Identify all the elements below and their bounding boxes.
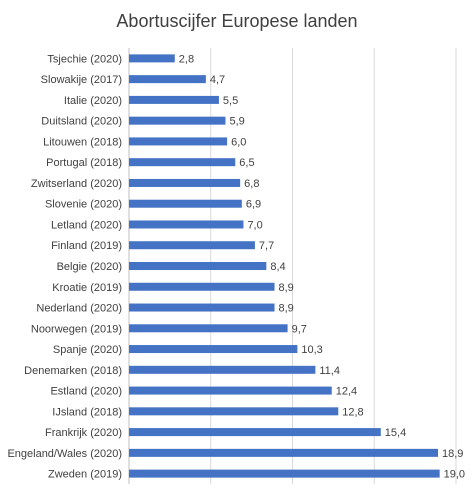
category-label: Finland (2019): [51, 240, 122, 252]
value-label: 12,4: [336, 386, 357, 398]
bar: [129, 158, 236, 167]
category-label: Portugal (2018): [46, 157, 122, 169]
bar: [129, 345, 298, 354]
value-label: 6,8: [244, 178, 259, 190]
bar: [129, 137, 228, 146]
category-label: Noorwegen (2019): [31, 323, 122, 335]
bars: [129, 54, 440, 478]
value-label: 9,7: [292, 323, 307, 335]
value-label: 11,4: [319, 365, 340, 377]
category-label: Zwitserland (2020): [31, 178, 122, 190]
chart-title: Abortuscijfer Europese landen: [116, 11, 357, 31]
category-label: Frankrijk (2020): [45, 427, 122, 439]
value-label: 8,9: [279, 282, 294, 294]
value-label: 6,9: [246, 199, 261, 211]
bar: [129, 95, 219, 104]
value-label: 8,4: [270, 261, 285, 273]
bar: [129, 303, 275, 312]
value-label: 15,4: [385, 427, 406, 439]
category-label: Zweden (2019): [48, 469, 122, 481]
value-label: 7,7: [259, 240, 274, 252]
value-label: 12,8: [342, 406, 363, 418]
bar: [129, 407, 339, 416]
category-labels: Tsjechie (2020) Slowakije (2017) Italie (2…: [7, 53, 122, 480]
bar: [129, 220, 244, 229]
bar: [129, 365, 316, 374]
bar: [129, 386, 332, 395]
value-label: 7,0: [247, 219, 262, 231]
category-label: Slovenie (2020): [45, 199, 122, 211]
value-label: 18,9: [442, 448, 463, 460]
category-label: Duitsland (2020): [41, 116, 122, 128]
bar: [129, 241, 255, 250]
category-label: Italie (2020): [64, 95, 122, 107]
bar: [129, 178, 241, 187]
bar: [129, 428, 381, 437]
bar: [129, 54, 175, 63]
bar: [129, 116, 226, 125]
value-label: 8,9: [279, 303, 294, 315]
value-labels: 2,8 4,7 5,5 5,9 6,0 6,5 6,8 6,9 7,0 7,7 8,4 8,9 8,9 9…: [179, 53, 465, 480]
value-label: 6,0: [231, 136, 246, 148]
bar: [129, 469, 440, 478]
category-label: Nederland (2020): [36, 303, 122, 315]
category-label: Litouwen (2018): [43, 136, 122, 148]
category-label: Tsjechie (2020): [47, 53, 122, 65]
category-label: Denemarken (2018): [24, 365, 122, 377]
value-label: 5,9: [229, 116, 244, 128]
value-label: 5,5: [223, 95, 238, 107]
value-label: 2,8: [179, 53, 194, 65]
category-label: IJsland (2018): [52, 406, 122, 418]
category-label: Kroatie (2019): [52, 282, 122, 294]
bar: [129, 282, 275, 291]
category-label: Belgie (2020): [57, 261, 122, 273]
category-label: Slowakije (2017): [41, 74, 122, 86]
bar: [129, 75, 206, 84]
value-label: 10,3: [301, 344, 322, 356]
value-label: 19,0: [444, 469, 465, 481]
category-label: Letland (2020): [51, 219, 122, 231]
category-label: Estland (2020): [50, 386, 122, 398]
bar: [129, 448, 439, 457]
bar: [129, 262, 267, 270]
bar: [129, 324, 288, 333]
value-label: 4,7: [210, 74, 225, 86]
category-label: Spanje (2020): [53, 344, 122, 356]
bar: [129, 199, 242, 208]
category-label: Engeland/Wales (2020): [7, 448, 122, 460]
value-label: 6,5: [239, 157, 254, 169]
